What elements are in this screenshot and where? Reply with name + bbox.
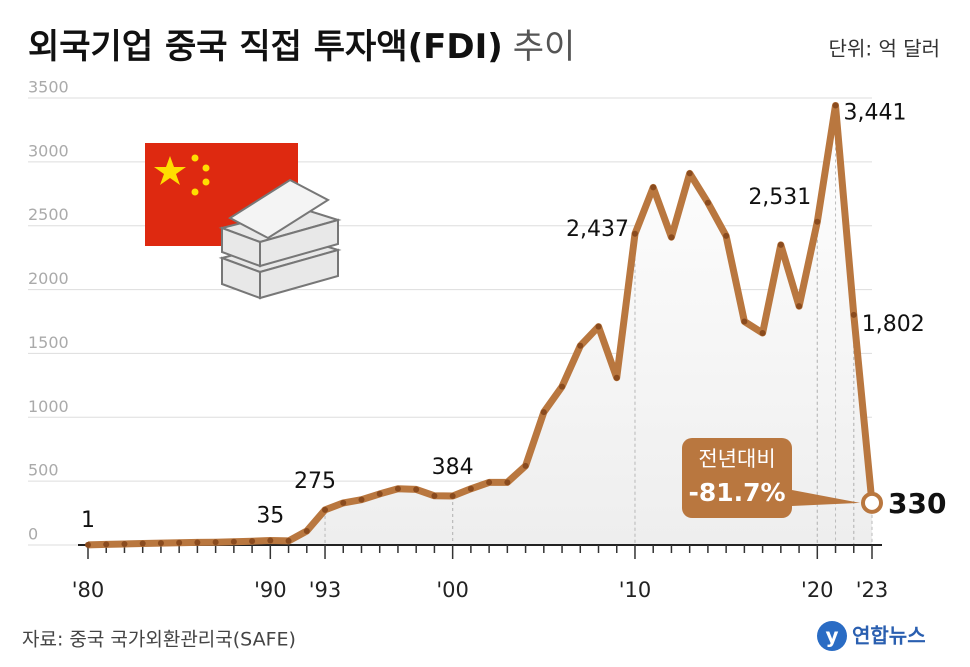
value-label: 275 — [294, 469, 336, 494]
y-tick-label: 1500 — [28, 333, 69, 352]
marker — [121, 540, 128, 547]
source: 자료: 중국 국가외환관리국(SAFE) — [22, 629, 296, 651]
logo-text: 연합뉴스 — [852, 624, 926, 648]
marker — [668, 234, 675, 241]
svg-text:y: y — [825, 624, 838, 648]
title-main: 외국기업 중국 직접 투자액(FDI) — [28, 27, 503, 67]
marker — [340, 499, 347, 506]
line — [87, 102, 876, 549]
x-tick-label: '93 — [309, 578, 342, 602]
marker — [85, 541, 91, 548]
marker — [467, 485, 474, 492]
marker — [759, 329, 766, 336]
marker — [540, 409, 547, 416]
marker — [157, 540, 164, 547]
x-tick-label: '80 — [72, 578, 105, 602]
marker — [103, 541, 110, 548]
marker — [704, 199, 711, 206]
unit-label: 단위: 억 달러 — [829, 37, 940, 61]
marker — [595, 323, 602, 330]
value-label: 1,802 — [862, 312, 925, 337]
annotation-text: -81.7% — [688, 478, 785, 507]
y-tick-label: 3500 — [28, 78, 69, 97]
x-tick-label: '20 — [801, 578, 834, 602]
value-label: 3,441 — [844, 101, 907, 126]
value-label: 2,437 — [566, 217, 629, 242]
y-tick-label: 2000 — [28, 269, 69, 288]
y-tick-label: 2500 — [28, 205, 69, 224]
marker — [249, 538, 256, 545]
marker — [394, 485, 401, 492]
x-tick-label: '90 — [254, 578, 287, 602]
marker — [777, 241, 784, 248]
marker — [358, 496, 365, 503]
marker-last — [861, 491, 883, 514]
marker — [832, 102, 839, 109]
marker — [322, 506, 329, 513]
marker — [504, 479, 511, 486]
marker — [212, 539, 219, 546]
marker — [522, 462, 529, 469]
marker — [577, 342, 584, 349]
area — [88, 105, 872, 545]
marker — [285, 537, 292, 544]
value-label: 384 — [432, 455, 474, 480]
x-tick-label: '10 — [619, 578, 652, 602]
y-tick-label: 0 — [28, 525, 38, 544]
marker — [814, 218, 821, 225]
x-tick-label: '00 — [436, 578, 469, 602]
value-label: 2,531 — [748, 185, 811, 210]
y-tick-label: 1000 — [28, 397, 69, 416]
marker — [559, 383, 566, 390]
marker — [230, 538, 237, 545]
annotation-text: 전년대비 — [698, 447, 775, 471]
y-tick-label: 500 — [28, 461, 59, 480]
marker — [194, 539, 201, 546]
title-suffix: 추이 — [513, 27, 576, 67]
marker — [686, 170, 693, 177]
marker — [850, 311, 857, 318]
marker — [303, 527, 310, 534]
logo: y 연합뉴스 — [817, 621, 926, 651]
marker — [723, 232, 730, 239]
marker — [486, 479, 493, 486]
annotation-pointer — [792, 490, 860, 506]
money-icon — [218, 178, 342, 300]
marker — [176, 539, 183, 546]
value-label: 330 — [888, 487, 946, 520]
marker — [613, 374, 620, 381]
annotation-box — [682, 438, 792, 518]
value-label: 1 — [81, 508, 95, 533]
marker — [449, 492, 456, 499]
marker — [267, 537, 274, 544]
chart-title: 외국기업 중국 직접 투자액(FDI) 추이 — [28, 27, 575, 67]
marker — [413, 486, 420, 493]
marker — [376, 490, 383, 497]
plot: 0 500 1000 1500 2000 2500 3000 3500 '80 '90 '93 '00… — [28, 78, 946, 602]
marker — [631, 230, 638, 237]
marker — [741, 318, 748, 325]
y-tick-label: 3000 — [28, 141, 69, 160]
marker — [139, 540, 146, 547]
x-tick-label: '23 — [856, 578, 889, 602]
value-label: 35 — [256, 504, 284, 529]
marker — [431, 492, 438, 499]
marker — [650, 184, 657, 191]
marker — [796, 303, 803, 310]
